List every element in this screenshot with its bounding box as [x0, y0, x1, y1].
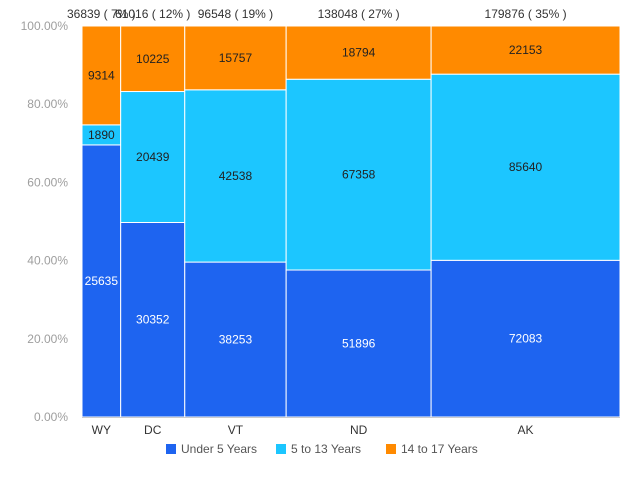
y-tick-label: 60.00% — [27, 175, 68, 189]
data-label: 1890 — [88, 128, 115, 142]
legend-item[interactable]: 14 to 17 Years — [386, 442, 478, 456]
legend-swatch — [166, 444, 176, 454]
y-tick-label: 20.00% — [27, 332, 68, 346]
column-total-label: 179876 ( 35% ) — [485, 7, 567, 21]
y-tick-label: 0.00% — [34, 410, 68, 424]
data-label: 85640 — [509, 160, 543, 174]
column-total-label: 96548 ( 19% ) — [198, 7, 273, 21]
bar-segment[interactable] — [184, 25, 287, 91]
bar-segment[interactable] — [120, 91, 186, 223]
legend[interactable]: Under 5 Years 5 to 13 Years 14 to 17 Years — [166, 442, 478, 456]
column-ak[interactable]: 72083 85640 22153 — [430, 25, 621, 418]
data-label: 22153 — [509, 43, 543, 57]
bar-segment[interactable] — [81, 144, 122, 418]
data-label: 20439 — [136, 150, 170, 164]
data-label: 18794 — [342, 46, 376, 60]
data-label: 9314 — [88, 68, 115, 82]
y-tick-label: 40.00% — [27, 254, 68, 268]
bar-segment[interactable] — [430, 73, 621, 261]
y-axis: 0.00% 20.00% 40.00% 60.00% 80.00% 100.00% — [21, 19, 69, 424]
column-dc[interactable]: 30352 20439 10225 — [120, 25, 186, 418]
x-tick-label: DC — [144, 423, 162, 437]
y-tick-label: 100.00% — [21, 19, 69, 33]
legend-label: 14 to 17 Years — [401, 442, 478, 456]
legend-label: 5 to 13 Years — [291, 442, 361, 456]
legend-item[interactable]: Under 5 Years — [166, 442, 257, 456]
bar-segment[interactable] — [430, 259, 621, 418]
column-total-label: 138048 ( 27% ) — [318, 7, 400, 21]
x-tick-label: ND — [350, 423, 368, 437]
data-label: 38253 — [219, 333, 253, 347]
x-tick-label: AK — [518, 423, 534, 437]
data-label: 51896 — [342, 337, 376, 351]
column-total-label: 36839 ( 7% ) — [67, 7, 136, 21]
column-wy[interactable]: 25635 1890 9314 — [81, 25, 122, 418]
chart-plot-area: 25635 1890 9314 30352 20439 10225 38253 42538 15… — [81, 25, 621, 418]
data-label: 25635 — [85, 274, 119, 288]
y-tick-label: 80.00% — [27, 97, 68, 111]
data-label: 15757 — [219, 51, 253, 65]
bar-segment[interactable] — [430, 25, 621, 75]
legend-swatch — [386, 444, 396, 454]
x-tick-label: VT — [228, 423, 244, 437]
data-label: 72083 — [509, 332, 543, 346]
bar-segment[interactable] — [184, 89, 287, 263]
data-label: 30352 — [136, 313, 170, 327]
data-label: 10225 — [136, 52, 170, 66]
legend-item[interactable]: 5 to 13 Years — [276, 442, 361, 456]
bar-segment[interactable] — [285, 78, 432, 271]
legend-swatch — [276, 444, 286, 454]
bar-segment[interactable] — [81, 25, 122, 126]
bar-segment[interactable] — [285, 25, 432, 80]
data-label: 42538 — [219, 169, 253, 183]
bar-segment[interactable] — [120, 221, 186, 418]
column-vt[interactable]: 38253 42538 15757 — [184, 25, 287, 418]
column-total-label: 61016 ( 12% ) — [115, 7, 190, 21]
x-tick-label: WY — [92, 423, 111, 437]
x-axis: WY DC VT ND AK — [82, 417, 620, 437]
bar-segment[interactable] — [285, 269, 432, 418]
data-label: 67358 — [342, 168, 376, 182]
bar-segment[interactable] — [120, 25, 186, 93]
legend-label: Under 5 Years — [181, 442, 257, 456]
column-total-labels: 36839 ( 7% )61016 ( 12% ) 96548 ( 19% ) 13… — [67, 7, 567, 21]
column-nd[interactable]: 51896 67358 18794 — [285, 25, 432, 418]
